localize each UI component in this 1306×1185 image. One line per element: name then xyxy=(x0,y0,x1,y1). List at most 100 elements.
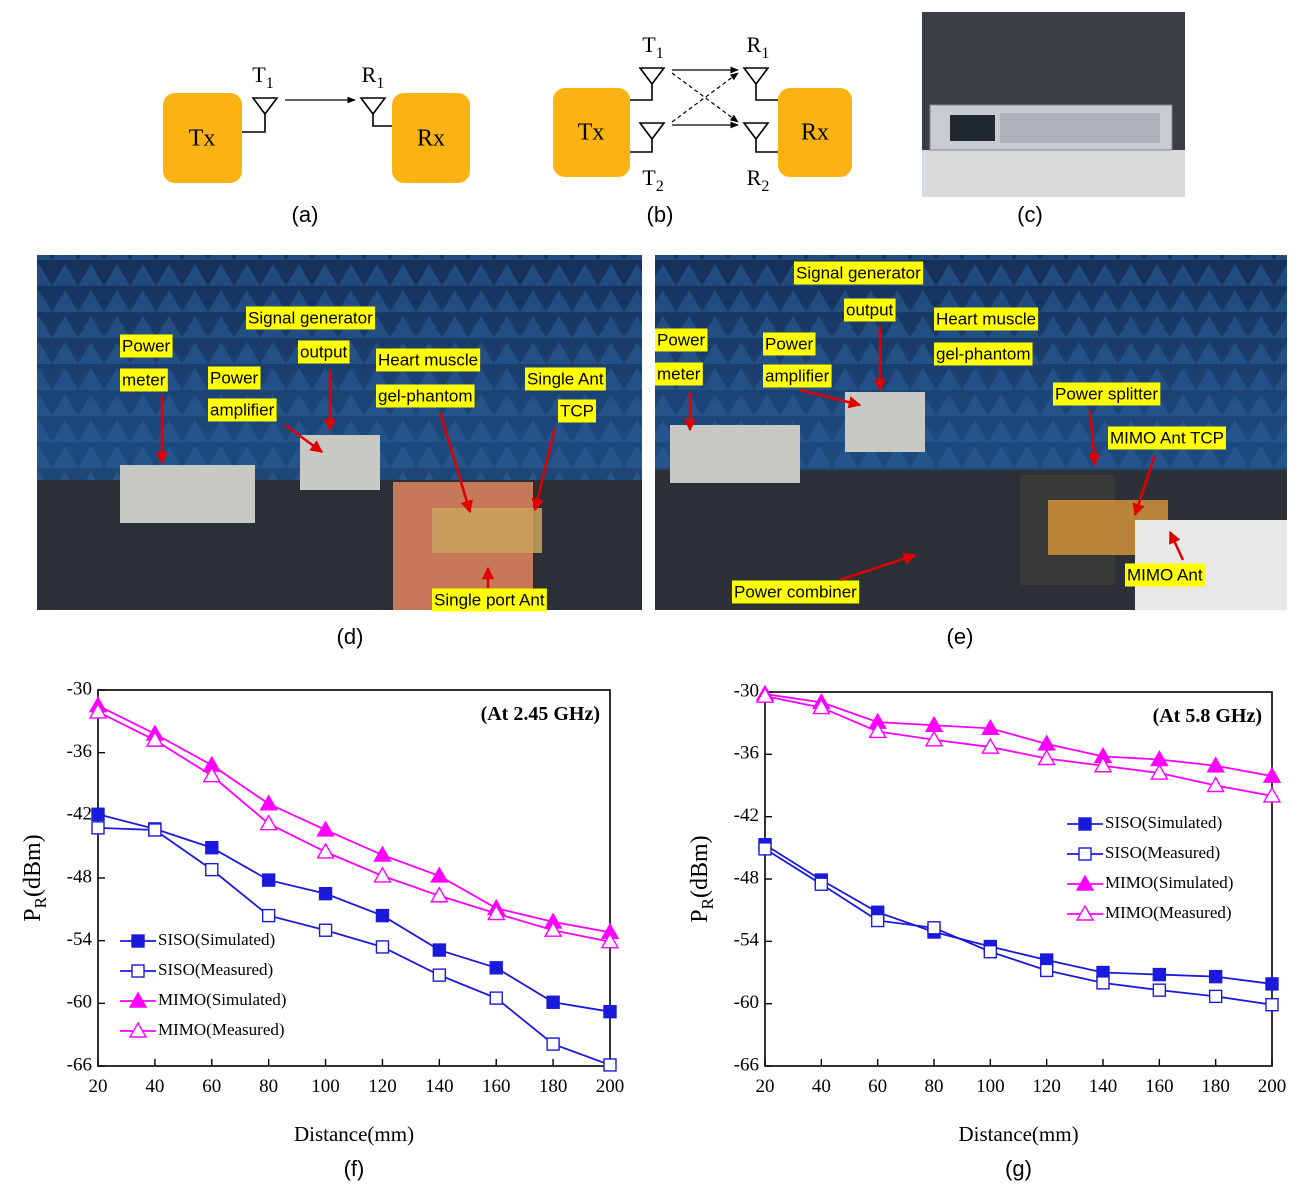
x-tick-label: 180 xyxy=(539,1076,568,1097)
y-tick-label: -30 xyxy=(67,678,92,699)
y-tick-label: -48 xyxy=(67,866,92,887)
photo-label: Signal generator xyxy=(796,263,921,282)
marker xyxy=(872,915,884,927)
marker xyxy=(490,962,502,974)
y-tick-label: -42 xyxy=(734,805,759,826)
y-label-unit: (dBm) xyxy=(20,834,46,897)
legend-marker xyxy=(130,1023,146,1037)
photo-label: output xyxy=(846,300,894,319)
label-sub: 1 xyxy=(761,45,769,62)
legend-label: SISO(Measured) xyxy=(1105,843,1220,862)
x-tick-label: 100 xyxy=(976,1076,1005,1097)
photo-d: (d) PowermeterPoweramplifierSignal gener… xyxy=(37,255,642,649)
marker xyxy=(149,824,161,836)
marker xyxy=(604,1006,616,1018)
y-tick-label: -42 xyxy=(67,804,92,825)
caption: (a) xyxy=(292,202,319,227)
box-label: Tx xyxy=(578,120,605,146)
photo-label: Heart muscle xyxy=(936,309,1036,328)
marker xyxy=(431,888,447,902)
cross-arrow xyxy=(672,73,738,122)
marker xyxy=(263,874,275,886)
legend-marker xyxy=(1077,906,1093,920)
marker xyxy=(263,910,275,922)
y-label-sub: R xyxy=(31,896,50,908)
cross-arrow xyxy=(672,73,738,122)
marker xyxy=(433,969,445,981)
marker xyxy=(547,1038,559,1050)
marker xyxy=(928,922,940,934)
caption: (c) xyxy=(1017,202,1043,227)
antenna-label: T1 xyxy=(642,32,663,62)
x-tick-label: 80 xyxy=(925,1076,944,1097)
marker xyxy=(320,924,332,936)
label-sub: 2 xyxy=(656,178,664,195)
y-tick-label: -48 xyxy=(734,867,759,888)
x-tick-label: 120 xyxy=(1032,1076,1061,1097)
marker xyxy=(261,796,277,810)
power-meter xyxy=(120,465,255,523)
photo-label: gel-phantom xyxy=(378,386,473,405)
caption: (e) xyxy=(947,624,974,649)
antenna xyxy=(744,123,778,152)
photo-label: meter xyxy=(122,370,166,389)
antenna xyxy=(744,68,778,100)
label-sub: 2 xyxy=(761,178,769,195)
legend-label: MIMO(Measured) xyxy=(158,1020,285,1039)
legend-marker xyxy=(1079,848,1091,860)
photo-label: meter xyxy=(657,364,701,383)
x-tick-label: 40 xyxy=(145,1076,164,1097)
marker xyxy=(759,843,771,855)
x-axis-label: Distance(mm) xyxy=(958,1122,1078,1146)
power-meter xyxy=(670,425,800,483)
x-tick-label: 200 xyxy=(1258,1076,1287,1097)
y-label-sub: R xyxy=(698,897,717,909)
marker xyxy=(318,822,334,836)
marker xyxy=(490,992,502,1004)
box-label: Rx xyxy=(417,126,445,152)
photo-shelf xyxy=(922,150,1185,197)
y-tick-label: -54 xyxy=(67,929,93,950)
legend-label: SISO(Simulated) xyxy=(158,930,275,949)
marker xyxy=(1153,984,1165,996)
x-tick-label: 140 xyxy=(425,1076,454,1097)
photo-label: Power splitter xyxy=(1055,384,1158,403)
marker xyxy=(547,996,559,1008)
photo-label: Single port Ant xyxy=(434,590,545,609)
legend-label: MIMO(Measured) xyxy=(1105,903,1232,922)
marker xyxy=(1153,969,1165,981)
y-tick-label: -66 xyxy=(67,1054,92,1075)
y-label-unit: (dBm) xyxy=(687,835,713,898)
photo-c: (c) xyxy=(922,12,1185,227)
instrument-screen xyxy=(950,115,995,141)
antenna xyxy=(242,98,277,132)
marker xyxy=(318,844,334,858)
y-tick-label: -60 xyxy=(734,992,759,1013)
marker xyxy=(374,847,390,861)
photo-label: MIMO Ant TCP xyxy=(1110,428,1224,447)
antenna xyxy=(630,123,664,152)
instrument-keys xyxy=(1000,113,1160,143)
marker xyxy=(92,808,104,820)
x-tick-label: 160 xyxy=(1145,1076,1174,1097)
label-main: T xyxy=(642,165,656,190)
photo-label: gel-phantom xyxy=(936,344,1031,363)
label-main: R xyxy=(747,32,762,57)
photo-label: MIMO Ant xyxy=(1127,565,1203,584)
y-axis-label: PR(dBm) xyxy=(20,834,50,921)
photo-label: output xyxy=(300,342,348,361)
legend-label: MIMO(Simulated) xyxy=(1105,873,1233,892)
marker xyxy=(1210,990,1222,1002)
annotation: (At 2.45 GHz) xyxy=(481,703,600,725)
y-tick-label: -30 xyxy=(734,680,759,701)
x-tick-label: 20 xyxy=(89,1076,108,1097)
x-tick-label: 160 xyxy=(482,1076,511,1097)
caption: (b) xyxy=(647,202,674,227)
label-main: T xyxy=(252,62,266,87)
marker xyxy=(1266,978,1278,990)
photo-label: TCP xyxy=(560,401,594,420)
photo-label: Heart muscle xyxy=(378,350,478,369)
photo-label: Power xyxy=(765,334,814,353)
marker xyxy=(92,822,104,834)
